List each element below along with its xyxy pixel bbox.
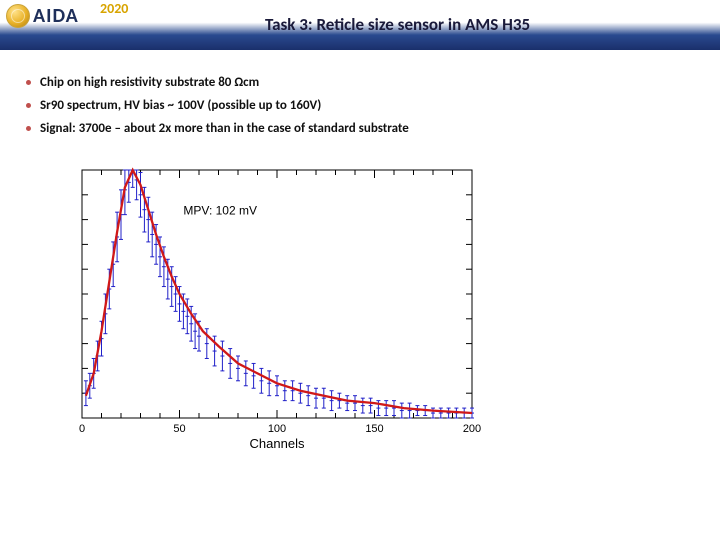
logo-medallion-icon [6,4,30,28]
svg-text:0: 0 [79,423,85,435]
svg-text:200: 200 [463,423,481,435]
svg-text:100: 100 [268,423,286,435]
logo-text: AIDA [33,4,79,28]
chart-svg: 0 50 100 150 200 Channels MPV: 102 mV [48,162,482,454]
svg-text:MPV: 102 mV: MPV: 102 mV [183,204,257,218]
slide-title: Task 3: Reticle size sensor in AMS H35 [265,14,530,35]
bullet-list: Chip on high resistivity substrate 80 Ωc… [26,75,720,136]
svg-text:150: 150 [365,423,383,435]
logo: AIDA [6,4,79,28]
bullet-item: Sr90 spectrum, HV bias ~ 100V (possible … [26,98,720,113]
bullet-item: Chip on high resistivity substrate 80 Ωc… [26,75,720,90]
svg-text:50: 50 [173,423,185,435]
bullet-item: Signal: 3700e – about 2x more than in th… [26,121,720,136]
svg-text:Channels: Channels [250,436,305,451]
slide-header: AIDA 2020 Task 3: Reticle size sensor in… [0,0,720,50]
spectrum-chart: 0 50 100 150 200 Channels MPV: 102 mV [48,162,482,454]
logo-year: 2020 [100,0,128,17]
